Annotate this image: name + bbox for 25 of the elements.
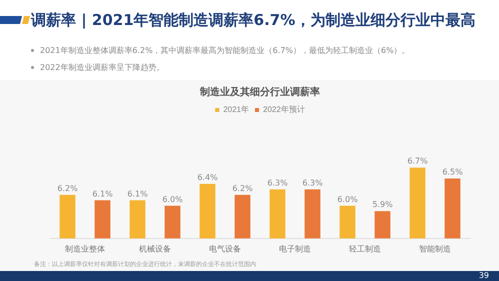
text: 2021年制造业整体调薪率6.2%，其中调薪率最高为智能制造业（6.7%），最低为轻工制造业（6%）。 [40, 45, 410, 56]
data-label: 6.7% [407, 156, 428, 166]
data-label: 6.0% [337, 194, 358, 204]
x-tick-label: 机械设备 [139, 244, 171, 254]
x-tick-label: 制造业整体 [65, 244, 105, 254]
data-label: 6.2% [57, 184, 78, 193]
x-tick-label: 电子制造 [279, 244, 311, 254]
data-label: 6.1% [127, 189, 148, 198]
x-tick-label: 电气设备 [209, 244, 241, 254]
annotation: 39 [478, 271, 489, 281]
legend-label: 2022年预计 [263, 105, 305, 114]
data-label: 6.1% [92, 189, 114, 198]
data-label: 5.9% [372, 200, 394, 210]
legend-label: 2021年 [223, 105, 249, 114]
text: 2022年制造业调薪率呈下降趋势。 [40, 62, 164, 74]
data-label: 6.3% [302, 178, 324, 188]
chart-subtitle: 制造业及其细分行业调薪率 [199, 86, 320, 98]
data-label: 6.0% [162, 194, 184, 204]
x-tick-label: 智能制造 [419, 244, 451, 254]
x-tick-label: 轻工制造 [349, 244, 381, 254]
data-label: 6.5% [442, 168, 464, 177]
data-label: 6.3% [267, 178, 288, 188]
data-label: 6.4% [197, 173, 218, 182]
data-label: 6.2% [232, 184, 254, 193]
chart-title: 调薪率 | 2021年智能制造调薪率6.7%，为制造业细分行业中最高 [31, 11, 476, 30]
